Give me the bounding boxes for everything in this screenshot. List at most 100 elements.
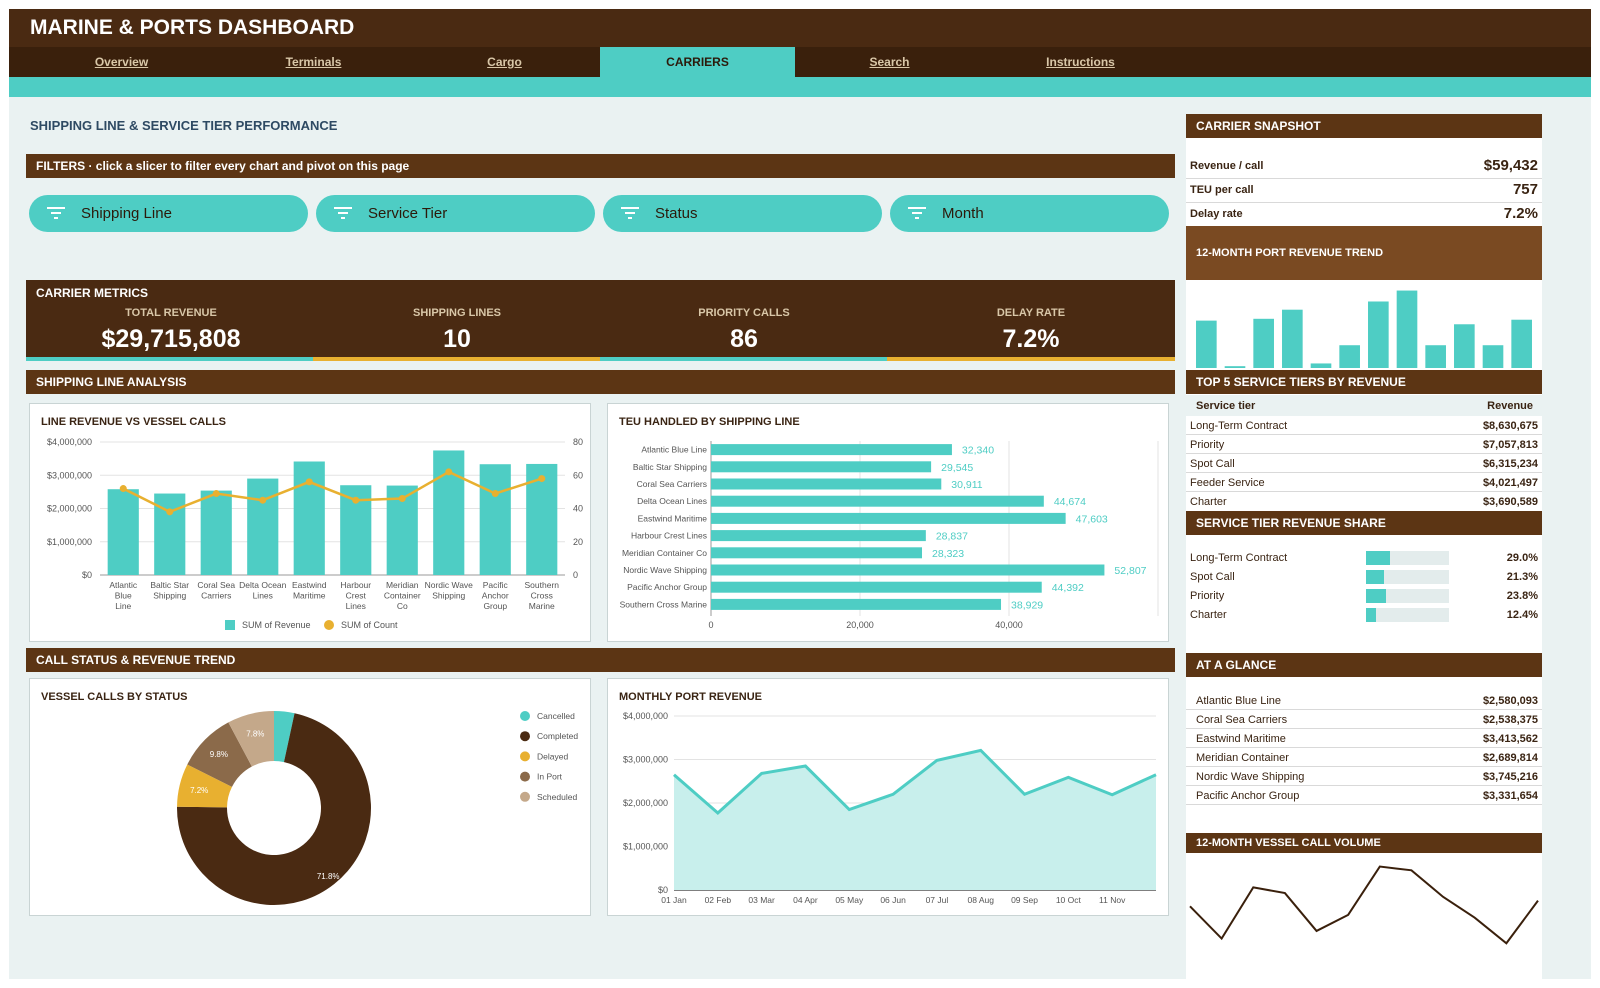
tier-revenue: $3,690,589 xyxy=(1482,496,1538,508)
glance-header: AT A GLANCE xyxy=(1186,653,1542,677)
metric-accent xyxy=(26,357,313,361)
snapshot-header: CARRIER SNAPSHOT xyxy=(1186,114,1542,138)
trend-bar xyxy=(1511,319,1532,368)
monthly-revenue-chart-panel: MONTHLY PORT REVENUE $0 $1,000,000 $2,000,… xyxy=(607,678,1169,916)
glance-label: Coral Sea Carriers xyxy=(1196,714,1288,726)
count-point xyxy=(538,475,546,483)
data-label: 44,392 xyxy=(1052,582,1084,594)
filter-icon xyxy=(47,207,65,219)
snapshot-row: Delay rate 7.2% xyxy=(1186,203,1542,227)
top5-row: Charter $3,690,589 xyxy=(1186,492,1542,511)
monthly-revenue-chart: $0 $1,000,000 $2,000,000 $3,000,000 $4,000,0… xyxy=(623,711,1157,905)
column-header: Revenue xyxy=(1487,400,1533,412)
metric-accent xyxy=(887,357,1175,361)
trend-bar xyxy=(1253,318,1274,368)
share-label: Priority xyxy=(1190,590,1225,602)
data-label: 28,837 xyxy=(936,531,968,543)
donut-slice xyxy=(228,711,274,767)
legend-swatch xyxy=(520,731,530,742)
x-tick-label: 06 Jun xyxy=(880,895,906,905)
tab-carriers[interactable]: CARRIERS xyxy=(600,47,795,77)
share-table: Long-Term Contract 29.0% Spot Call 21.3%… xyxy=(1186,548,1542,628)
teu-bar xyxy=(711,444,952,456)
share-pct: 21.3% xyxy=(1506,571,1538,583)
count-line xyxy=(122,470,543,514)
slicer-month[interactable]: Month xyxy=(890,195,1169,232)
slicer-shipping-line[interactable]: Shipping Line xyxy=(29,195,308,232)
chart-title: VESSEL CALLS BY STATUS xyxy=(41,691,188,703)
glance-row: Eastwind Maritime $3,413,562 xyxy=(1186,729,1542,748)
snapshot-label: Revenue / call xyxy=(1190,160,1264,172)
slicer-service-tier[interactable]: Service Tier xyxy=(316,195,595,232)
call-volume-line xyxy=(1189,865,1539,945)
glance-label: Meridian Container xyxy=(1196,752,1289,764)
x-tick-label: Baltic Star Shipping xyxy=(150,580,189,601)
share-row: Spot Call 21.3% xyxy=(1186,567,1542,586)
carrier-metrics-panel: CARRIER METRICS TOTAL REVENUE $29,715,80… xyxy=(26,280,1175,361)
metric-label: SHIPPING LINES xyxy=(412,307,502,319)
vessel-status-chart-panel: VESSEL CALLS BY STATUS 71.8% 7.2% 9.8% 7.8%… xyxy=(29,678,591,916)
y-tick-label: $2,000,000 xyxy=(623,798,668,808)
legend-label: In Port xyxy=(537,772,563,782)
legend-label: Scheduled xyxy=(537,792,577,802)
x-tick-label: Meridian Container Co xyxy=(384,580,421,611)
trend-bar xyxy=(1425,345,1446,368)
snapshot-value: 7.2% xyxy=(1503,205,1538,222)
slice-label: 7.8% xyxy=(246,729,264,738)
legend-label: SUM of Revenue xyxy=(242,620,311,630)
slicer-status[interactable]: Status xyxy=(603,195,882,232)
revenue-bar xyxy=(107,489,139,575)
top5-row: Priority $7,057,813 xyxy=(1186,435,1542,454)
y-tick-label: $0 xyxy=(658,885,668,895)
tab-instructions[interactable]: Instructions xyxy=(1046,55,1115,69)
right-panel: CARRIER SNAPSHOT Revenue / call $59,432 … xyxy=(1186,114,1542,979)
x-tick-label: Nordic Wave Shipping xyxy=(425,580,474,601)
x-tick-label: Southern Cross Marine xyxy=(525,580,560,611)
vessel-call-sparkline xyxy=(1189,865,1539,945)
tier-revenue: $8,630,675 xyxy=(1482,420,1538,432)
app-title: MARINE & PORTS DASHBOARD xyxy=(9,9,1591,47)
x-tick-label: 03 Mar xyxy=(748,895,775,905)
glance-row: Pacific Anchor Group $3,331,654 xyxy=(1186,786,1542,805)
x-tick-label: 11 Nov xyxy=(1099,895,1126,905)
page-title: SHIPPING LINE & SERVICE TIER PERFORMANCE xyxy=(30,118,338,133)
y-tick-label: Coral Sea Carriers xyxy=(637,479,707,489)
tab-search[interactable]: Search xyxy=(869,55,910,69)
trend-header: 12-MONTH PORT REVENUE TREND xyxy=(1196,247,1384,259)
tab-cargo[interactable]: Cargo xyxy=(487,55,522,69)
glance-value: $3,413,562 xyxy=(1482,733,1538,745)
share-bar-fill xyxy=(1366,551,1391,565)
top5-row: Long-Term Contract $8,630,675 xyxy=(1186,416,1542,435)
y2-tick-label: 20 xyxy=(573,537,583,547)
share-bar-track xyxy=(1366,589,1449,603)
tab-terminals[interactable]: Terminals xyxy=(285,55,342,69)
legend-label: Completed xyxy=(537,731,578,741)
top5-column-header: Service tier Revenue xyxy=(1186,395,1542,416)
count-point xyxy=(212,490,220,498)
trend-bar xyxy=(1454,324,1475,368)
y-tick-label: Eastwind Maritime xyxy=(638,513,708,523)
legend-label: SUM of Count xyxy=(341,620,398,630)
y-tick-label: $1,000,000 xyxy=(623,842,668,852)
legend-swatch xyxy=(520,711,530,721)
count-point xyxy=(445,468,453,476)
tab-overview[interactable]: Overview xyxy=(94,55,149,69)
x-tick-label: 0 xyxy=(708,620,713,630)
tier-revenue: $7,057,813 xyxy=(1482,439,1538,451)
filter-icon xyxy=(621,207,639,219)
trend-bar xyxy=(1368,301,1389,368)
metric-label: PRIORITY CALLS xyxy=(698,307,790,319)
x-tick-label: 08 Aug xyxy=(967,895,994,905)
slicer-label: Service Tier xyxy=(368,205,448,222)
glance-label: Pacific Anchor Group xyxy=(1196,790,1300,802)
teu-bar xyxy=(711,512,1066,524)
metric-accent xyxy=(600,357,887,361)
count-point xyxy=(491,490,499,498)
teu-bar xyxy=(711,581,1042,593)
y-tick-label: Harbour Crest Lines xyxy=(631,531,707,541)
x-tick-label: Pacific Anchor Group xyxy=(482,580,509,611)
x-tick-label: 07 Jul xyxy=(926,895,949,905)
teu-bar xyxy=(711,598,1002,610)
legend-swatch xyxy=(520,751,530,762)
top5-header: TOP 5 SERVICE TIERS BY REVENUE xyxy=(1186,370,1542,394)
